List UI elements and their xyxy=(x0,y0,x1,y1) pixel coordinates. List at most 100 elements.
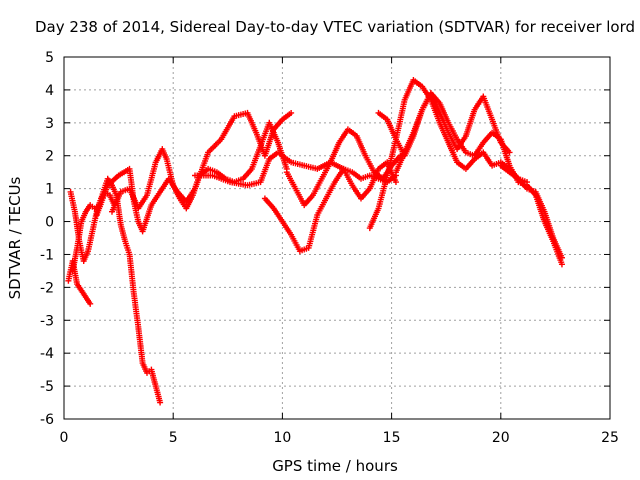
data-point xyxy=(515,175,529,190)
data-point xyxy=(462,157,477,172)
x-tick-label: 5 xyxy=(169,430,178,446)
data-point xyxy=(532,188,547,213)
data-point xyxy=(296,245,310,255)
data-point xyxy=(270,205,285,223)
data-point xyxy=(257,121,272,149)
data-point xyxy=(266,150,280,162)
data-point xyxy=(148,190,162,209)
data-point xyxy=(74,220,85,251)
data-point xyxy=(471,141,486,159)
data-point xyxy=(157,399,164,406)
data-point xyxy=(115,167,131,179)
data-point xyxy=(310,177,324,199)
data-point xyxy=(506,149,513,156)
y-tick-label: -6 xyxy=(40,412,54,428)
data-point xyxy=(159,146,169,160)
data-point xyxy=(261,195,276,210)
data-point xyxy=(375,174,390,212)
data-point xyxy=(366,207,381,232)
y-tick-label: 3 xyxy=(45,116,54,132)
data-point xyxy=(550,235,565,259)
data-point xyxy=(344,126,358,138)
y-tick-label: -3 xyxy=(40,313,54,329)
data-point xyxy=(78,287,88,299)
data-point xyxy=(489,160,502,169)
data-point xyxy=(353,133,368,157)
y-tick-label: 2 xyxy=(45,149,54,165)
data-point xyxy=(462,149,476,158)
data-point xyxy=(340,165,354,175)
data-point xyxy=(126,251,137,295)
data-point xyxy=(489,129,503,141)
data-point xyxy=(218,115,237,143)
data-point xyxy=(91,203,100,212)
data-point xyxy=(279,218,293,236)
data-point xyxy=(436,109,451,134)
data-point xyxy=(248,144,263,172)
data-point xyxy=(541,208,556,239)
data-point xyxy=(323,181,337,202)
chart-title: Day 238 of 2014, Sidereal Day-to-day VTE… xyxy=(35,18,635,36)
data-point xyxy=(445,139,460,164)
data-point xyxy=(497,162,511,174)
data-point xyxy=(362,152,376,174)
data-point xyxy=(69,247,80,274)
y-tick-label: -5 xyxy=(40,379,54,395)
data-point xyxy=(358,173,371,182)
data-point xyxy=(288,109,295,116)
data-point xyxy=(506,169,520,181)
data-point xyxy=(78,210,88,225)
x-axis-label: GPS time / hours xyxy=(272,457,398,475)
data-point xyxy=(558,261,565,268)
data-point xyxy=(388,154,402,169)
data-point xyxy=(436,119,451,144)
x-tick-label: 10 xyxy=(273,430,291,446)
data-point xyxy=(109,182,119,197)
data-point xyxy=(436,100,451,124)
data-point xyxy=(266,119,281,144)
data-point xyxy=(454,159,468,171)
data-point xyxy=(445,119,459,141)
y-tick-label: -4 xyxy=(40,346,54,362)
data-point xyxy=(126,185,141,210)
data-point xyxy=(327,141,342,166)
y-tick-label: -2 xyxy=(40,280,54,296)
data-point xyxy=(139,360,150,374)
data-point xyxy=(480,93,495,121)
data-point xyxy=(375,109,389,122)
data-point xyxy=(384,116,399,141)
data-point xyxy=(240,167,254,182)
data-point xyxy=(139,204,154,235)
data-point xyxy=(275,149,293,164)
data-point xyxy=(135,194,149,212)
data-point xyxy=(392,179,399,186)
data-point xyxy=(454,136,468,154)
data-point xyxy=(288,231,302,253)
data-point xyxy=(183,194,195,212)
y-axis-label: SDTVAR / TECUs xyxy=(6,176,24,299)
data-point xyxy=(366,172,380,181)
data-point xyxy=(401,131,416,156)
data-point xyxy=(80,250,91,264)
data-point xyxy=(314,197,328,218)
data-point xyxy=(301,193,315,209)
x-tick-label: 15 xyxy=(383,430,401,446)
series-arc-12 xyxy=(497,162,565,261)
data-point xyxy=(257,158,272,186)
y-tick-label: 1 xyxy=(45,182,54,198)
data-point xyxy=(209,172,231,185)
data-point xyxy=(144,368,153,376)
data-point xyxy=(480,149,494,167)
data-point xyxy=(144,161,159,199)
data-point xyxy=(87,300,94,307)
y-tick-label: -1 xyxy=(40,247,54,263)
plot-frame xyxy=(63,56,611,420)
data-point xyxy=(82,294,93,306)
data-point xyxy=(82,203,93,215)
data-point xyxy=(163,156,176,187)
data-point xyxy=(279,111,293,123)
data-point xyxy=(205,137,223,156)
x-tick-labels: 0 5 10 15 20 25 xyxy=(60,430,619,446)
